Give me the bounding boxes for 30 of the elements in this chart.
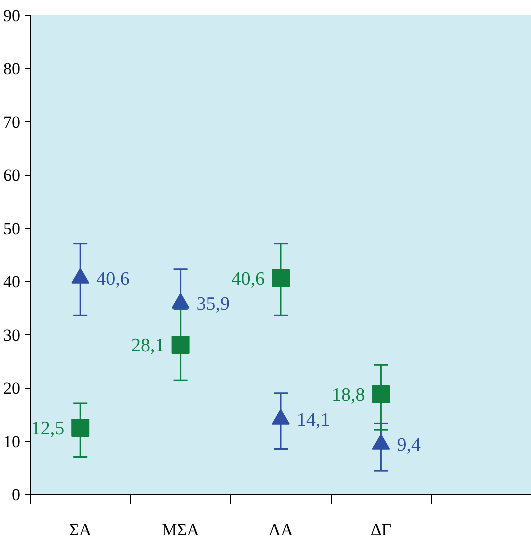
point bbox=[272, 409, 290, 425]
y-tick-label: 40 bbox=[4, 272, 20, 292]
y-tick-label: 10 bbox=[4, 432, 20, 452]
y-tick-label: 60 bbox=[4, 166, 20, 186]
y-tick-label: 90 bbox=[4, 6, 20, 26]
point bbox=[372, 385, 390, 404]
y-tick-label: 30 bbox=[4, 326, 20, 345]
data-label: 40,6 bbox=[232, 268, 265, 290]
data-label: 12,5 bbox=[31, 418, 65, 440]
point bbox=[72, 268, 90, 284]
x-tick-label: ΛΑ bbox=[268, 520, 294, 540]
y-tick-label: 70 bbox=[4, 112, 20, 132]
point bbox=[272, 269, 290, 288]
point bbox=[172, 336, 190, 354]
x-tick-label: ΜΣΑ bbox=[162, 520, 200, 540]
y-tick-label: 0 bbox=[12, 486, 20, 504]
data-label: 9,4 bbox=[397, 434, 422, 456]
point bbox=[172, 293, 190, 309]
x-tick-label: ΣΑ bbox=[70, 520, 92, 540]
y-tick-label: 80 bbox=[4, 60, 20, 79]
data-label: 28,1 bbox=[132, 335, 165, 356]
data-label: 18,8 bbox=[332, 384, 366, 406]
data-label: 14,1 bbox=[297, 410, 330, 431]
data-label: 35,9 bbox=[196, 294, 230, 315]
x-tick-label: ΔΓ bbox=[370, 520, 392, 540]
y-tick-label: 20 bbox=[4, 379, 20, 398]
point bbox=[372, 434, 390, 450]
y-tick-label: 50 bbox=[4, 219, 20, 238]
point bbox=[72, 418, 90, 437]
data-label: 40,6 bbox=[96, 268, 130, 290]
